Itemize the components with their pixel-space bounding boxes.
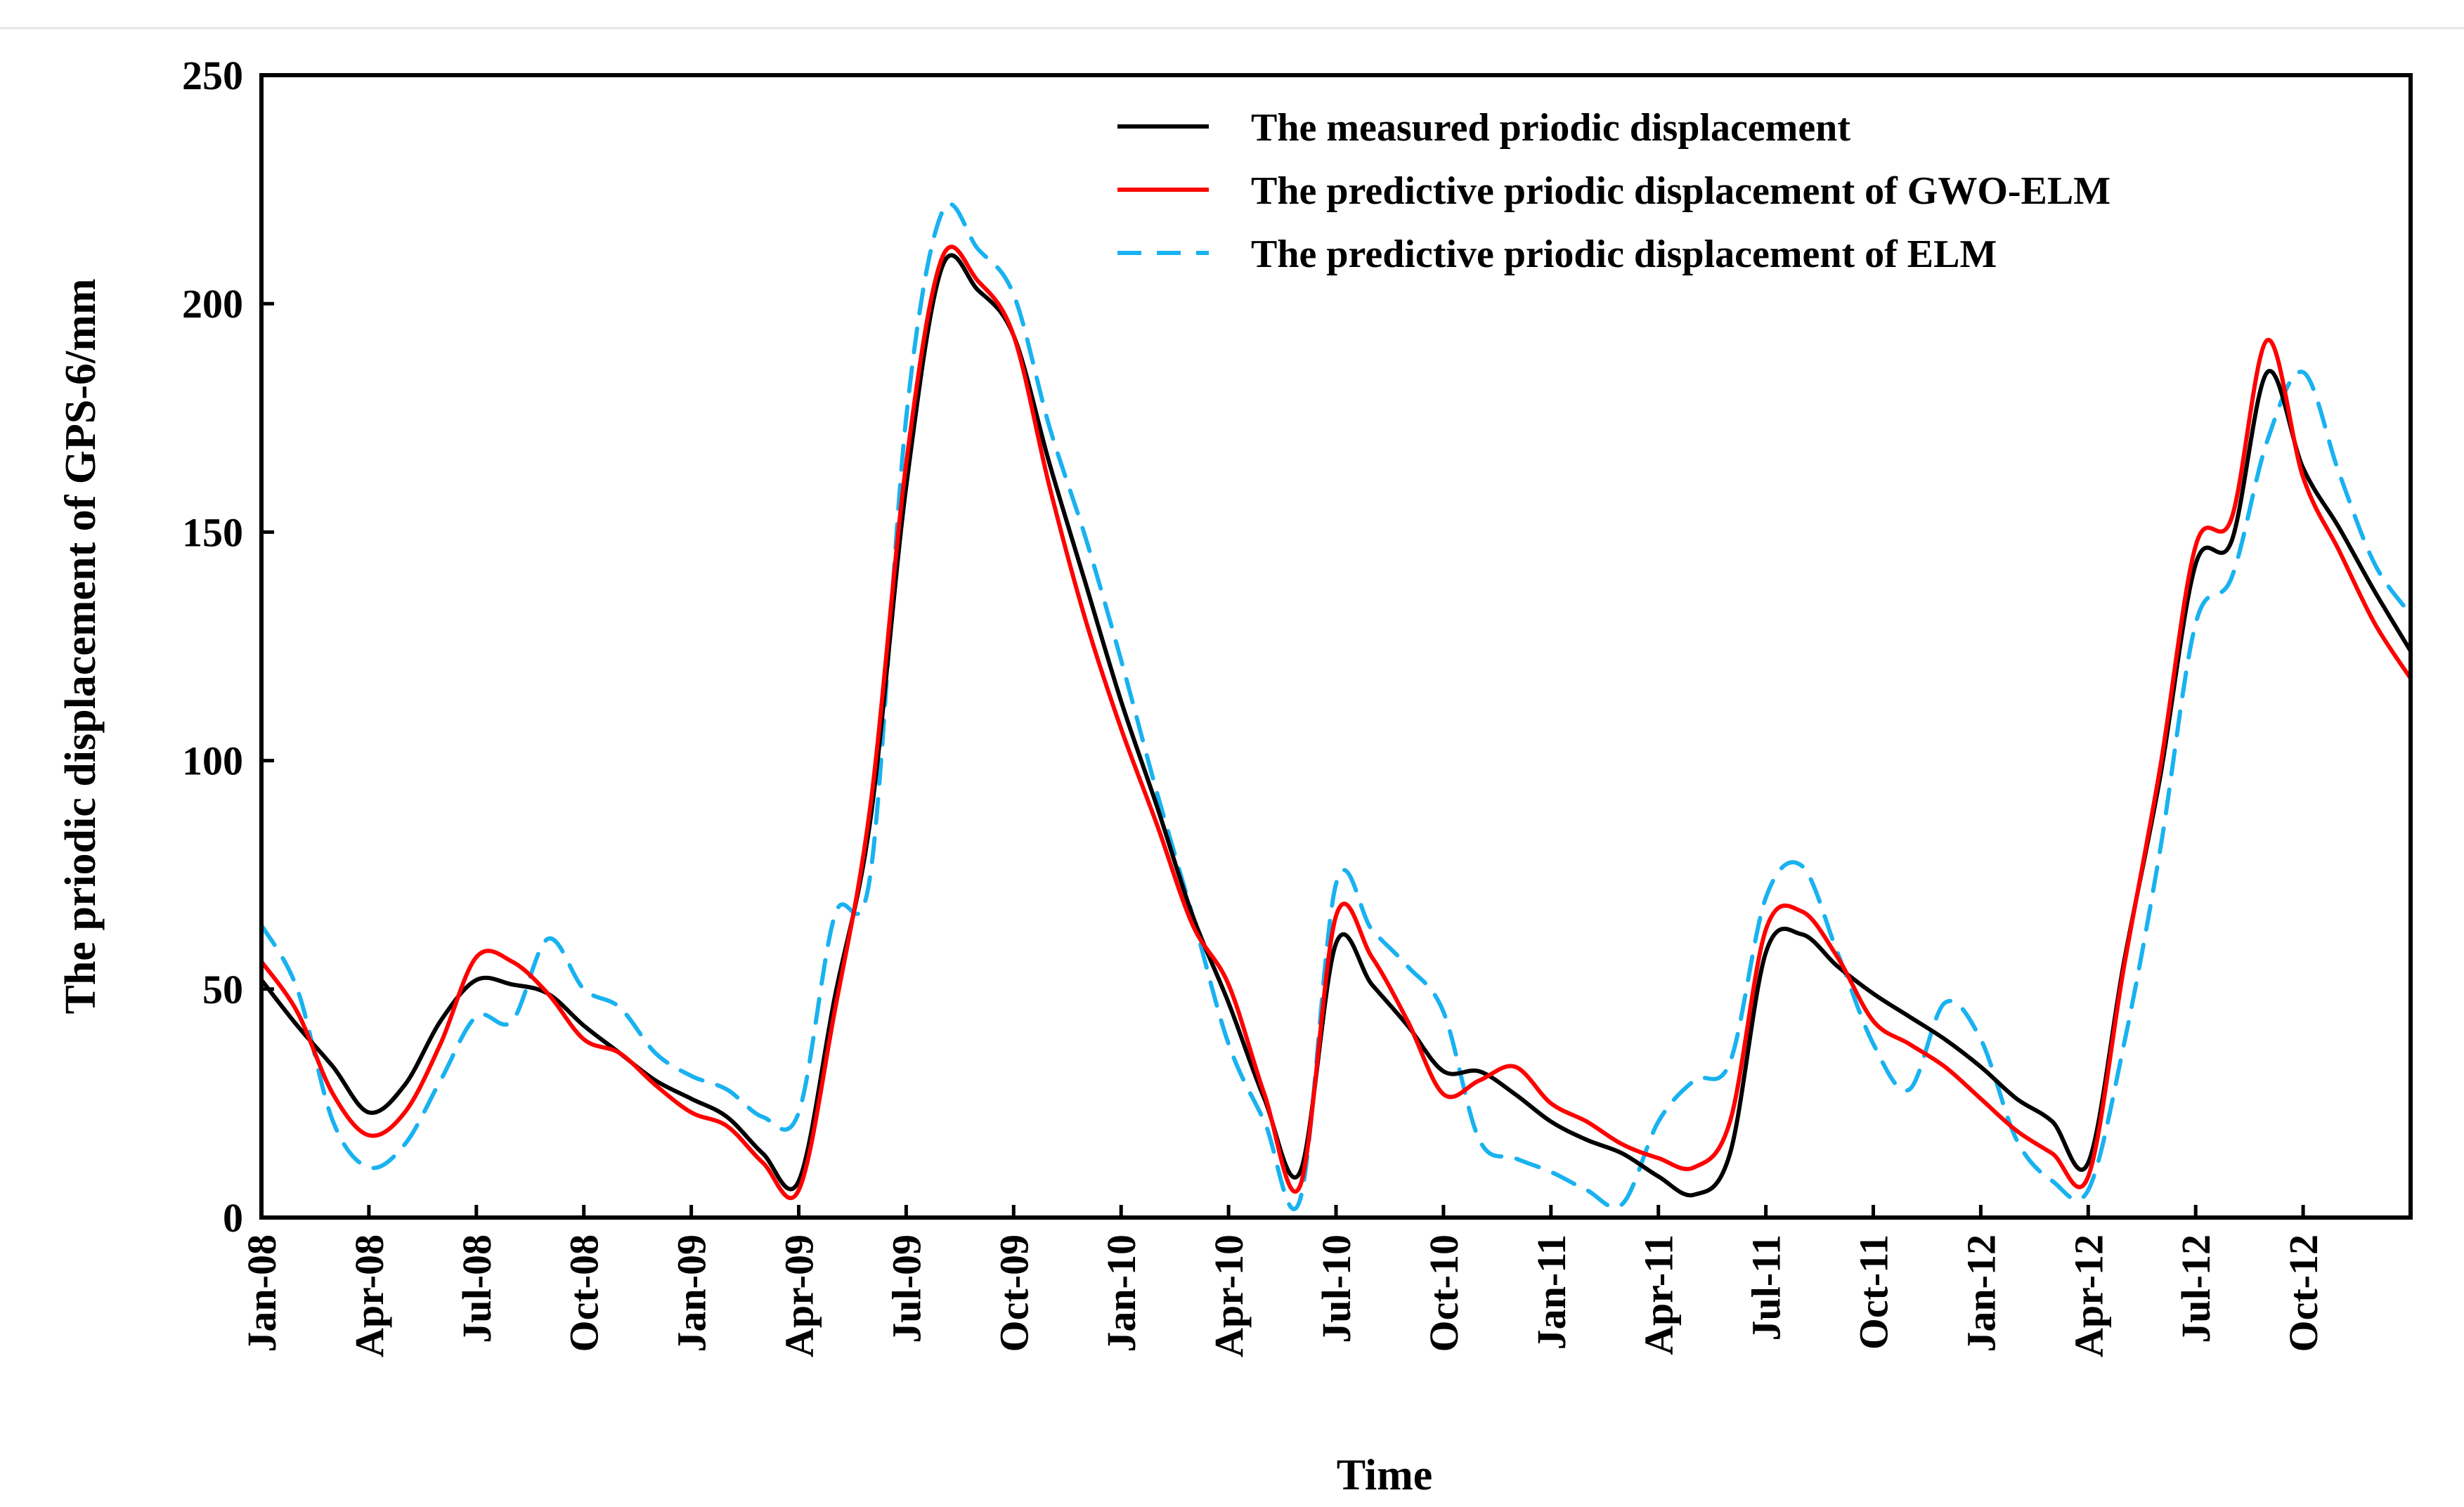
x-tick-label: Jan-09 — [669, 1234, 715, 1352]
x-tick-label: Jul-08 — [454, 1234, 500, 1343]
x-tick-label: Oct-10 — [1421, 1234, 1467, 1352]
plot-frame — [259, 73, 2413, 1220]
legend-label-elm: The predictive priodic displacement of E… — [1251, 233, 1997, 276]
y-tick-label: 100 — [182, 738, 243, 784]
legend-label-gwo-elm: The predictive priodic displacement of G… — [1251, 169, 2110, 213]
legend: The measured priodic displacement The pr… — [1117, 106, 2110, 276]
y-tick-label: 250 — [182, 53, 243, 98]
y-tick-label: 50 — [202, 967, 243, 1012]
x-tick-label: Apr-09 — [777, 1234, 822, 1357]
x-tick-label: Apr-10 — [1206, 1234, 1252, 1357]
y-tick-label: 150 — [182, 509, 243, 555]
x-tick-label: Jul-09 — [883, 1234, 929, 1343]
y-tick-labels: 0 50 100 150 200 250 — [182, 53, 243, 1241]
x-tick-label: Jan-11 — [1529, 1234, 1574, 1350]
x-tick-label: Jan-08 — [239, 1234, 285, 1352]
x-tick-label: Jul-12 — [2173, 1234, 2219, 1343]
x-axis-title: Time — [1337, 1451, 1433, 1499]
x-tick-label: Apr-11 — [1636, 1234, 1682, 1355]
x-tick-label: Apr-08 — [346, 1234, 392, 1357]
x-tick-labels: Jan-08 Apr-08 Jul-08 Oct-08 Jan-09 Apr-09 Jul-… — [239, 1234, 2326, 1357]
x-tick-label: Jul-11 — [1744, 1234, 1789, 1341]
x-tick-label: Oct-12 — [2281, 1234, 2326, 1352]
series-layer — [259, 202, 2413, 1211]
y-tick-label: 0 — [223, 1195, 243, 1241]
x-tick-label: Apr-12 — [2066, 1234, 2111, 1357]
y-tick-label: 200 — [182, 281, 243, 327]
x-tick-label: Jan-12 — [1958, 1234, 2004, 1352]
x-tick-label: Oct-11 — [1851, 1234, 1897, 1350]
legend-label-measured: The measured priodic displacement — [1251, 106, 1850, 150]
x-tick-label: Oct-08 — [562, 1234, 607, 1352]
x-tick-label: Oct-09 — [991, 1234, 1037, 1352]
x-tick-label: Jan-10 — [1098, 1234, 1144, 1352]
series-line-gwo-elm — [259, 244, 2413, 1201]
x-tick-label: Jul-10 — [1314, 1234, 1359, 1343]
y-axis-title: The priodic displacement of GPS-6/mm — [57, 278, 105, 1014]
